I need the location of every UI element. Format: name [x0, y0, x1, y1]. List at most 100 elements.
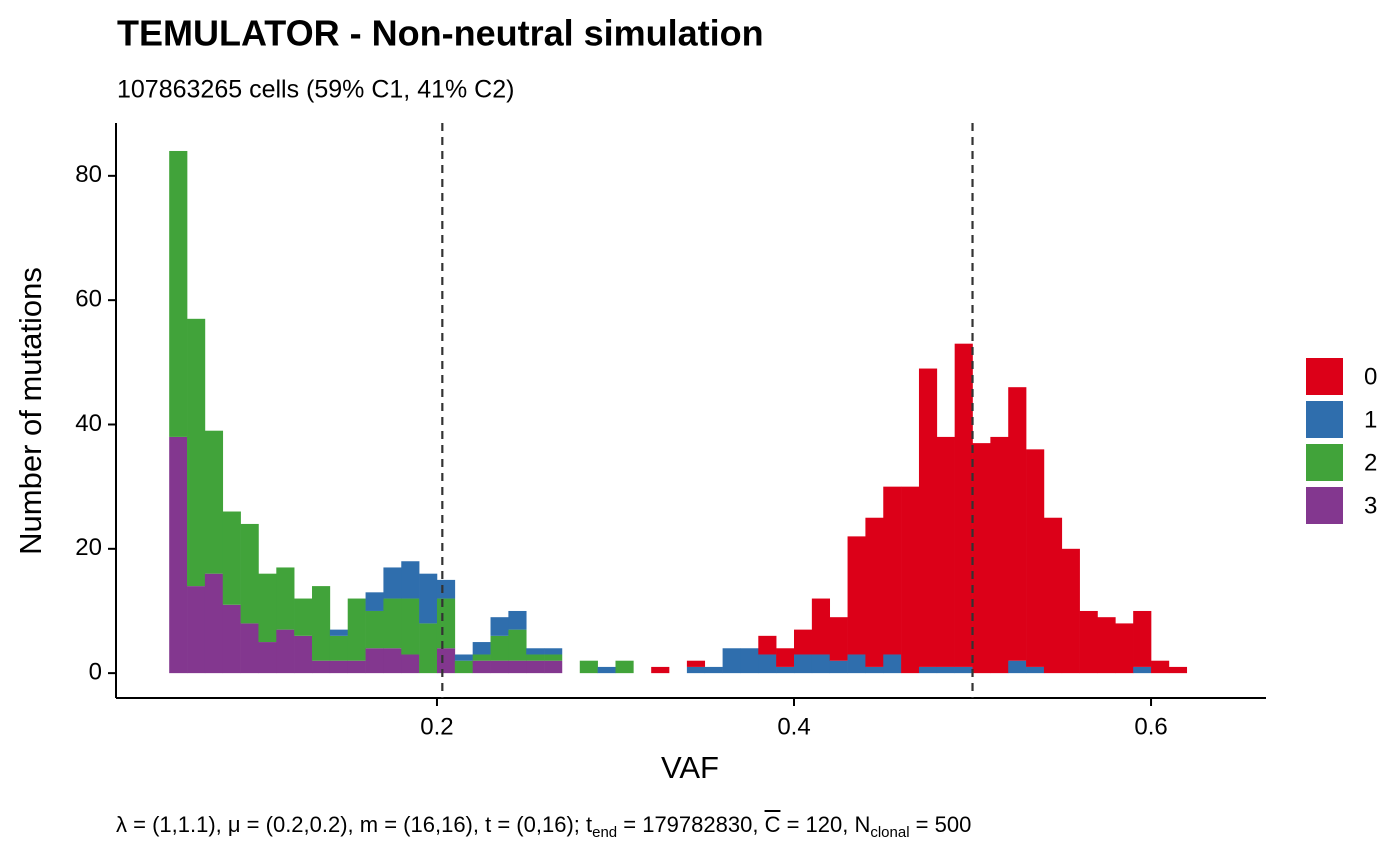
bar	[990, 436, 1009, 674]
bar	[240, 523, 259, 624]
bar	[918, 666, 938, 674]
chart-subtitle: 107863265 cells (59% C1, 41% C2)	[117, 76, 514, 104]
bar	[1008, 660, 1027, 674]
bar	[204, 573, 224, 674]
bar	[1115, 623, 1134, 674]
bar	[579, 660, 598, 674]
bar	[294, 598, 313, 636]
bar	[526, 660, 545, 674]
bar	[329, 629, 349, 636]
bar	[936, 436, 955, 667]
bar	[258, 573, 277, 643]
bar	[508, 660, 527, 674]
bar	[187, 586, 206, 674]
bar	[1168, 666, 1188, 674]
caption-part: = 179782830,	[617, 812, 765, 837]
bar	[776, 666, 795, 674]
bar	[454, 654, 473, 661]
legend-label: 3	[1364, 492, 1377, 519]
caption-part: = 120, N	[780, 812, 871, 837]
bar	[472, 654, 491, 661]
x-axis-title: VAF	[661, 750, 719, 785]
bar	[544, 654, 563, 661]
bar	[472, 660, 491, 674]
bar	[347, 660, 366, 674]
bar	[401, 561, 420, 599]
legend-key	[1306, 487, 1343, 524]
bar	[240, 623, 259, 674]
bar	[651, 666, 670, 674]
bar	[901, 486, 920, 674]
bar	[276, 629, 295, 674]
bar	[811, 654, 831, 674]
bar	[1133, 610, 1152, 667]
bar	[490, 660, 509, 674]
x-tick-label: 0.6	[1134, 713, 1167, 740]
bar	[1026, 666, 1045, 674]
bar	[508, 610, 527, 630]
bar	[329, 660, 349, 674]
bar	[365, 648, 384, 674]
bar	[222, 511, 241, 605]
bar	[294, 635, 313, 674]
bar	[222, 604, 241, 674]
bar	[169, 436, 188, 674]
bar	[686, 666, 706, 674]
bar	[383, 648, 402, 674]
bar	[383, 567, 402, 599]
legend-label: 1	[1364, 406, 1377, 433]
bar	[1097, 617, 1116, 674]
bar	[276, 567, 295, 630]
bar	[847, 536, 866, 655]
bar	[383, 598, 402, 649]
bar	[544, 660, 563, 674]
legend-label: 2	[1364, 449, 1377, 476]
bar	[1008, 387, 1027, 661]
bar	[811, 598, 831, 655]
bar	[615, 660, 634, 674]
bar	[918, 368, 938, 667]
bar	[347, 598, 366, 661]
bar	[490, 635, 509, 661]
bar	[490, 617, 509, 636]
bar	[794, 629, 813, 655]
bar	[1043, 517, 1063, 674]
legend-key	[1306, 444, 1343, 481]
bar	[526, 648, 545, 655]
bar	[1026, 449, 1045, 667]
legend-key	[1306, 358, 1343, 395]
y-tick-label: 60	[75, 286, 102, 313]
y-tick-label: 0	[89, 658, 102, 685]
chart-title: TEMULATOR - Non-neutral simulation	[117, 13, 764, 54]
bar	[526, 654, 545, 661]
bar	[365, 592, 384, 611]
bar	[169, 150, 188, 437]
bar	[794, 654, 813, 674]
x-tick-label: 0.4	[777, 713, 810, 740]
bar	[758, 654, 777, 674]
bar	[312, 586, 331, 661]
bar	[954, 343, 973, 667]
bar	[454, 660, 473, 674]
bar	[776, 648, 795, 667]
bar	[365, 610, 384, 649]
caption-part: = 500	[909, 812, 972, 837]
bar	[936, 666, 955, 674]
bar	[401, 654, 420, 674]
bar	[597, 666, 616, 674]
bar	[312, 660, 331, 674]
y-tick-label: 80	[75, 161, 102, 188]
bar	[829, 617, 848, 661]
bar	[419, 573, 438, 624]
bar	[740, 648, 759, 674]
bar	[436, 598, 456, 649]
bar	[972, 443, 991, 674]
caption-part: λ = (1,1.1), μ = (0.2,0.2), m = (16,16),…	[116, 812, 593, 837]
bar	[704, 666, 723, 674]
bar	[1079, 610, 1098, 674]
bar	[472, 642, 491, 655]
bar	[419, 623, 438, 674]
caption-part: clonal	[870, 824, 910, 841]
bar	[436, 648, 456, 674]
